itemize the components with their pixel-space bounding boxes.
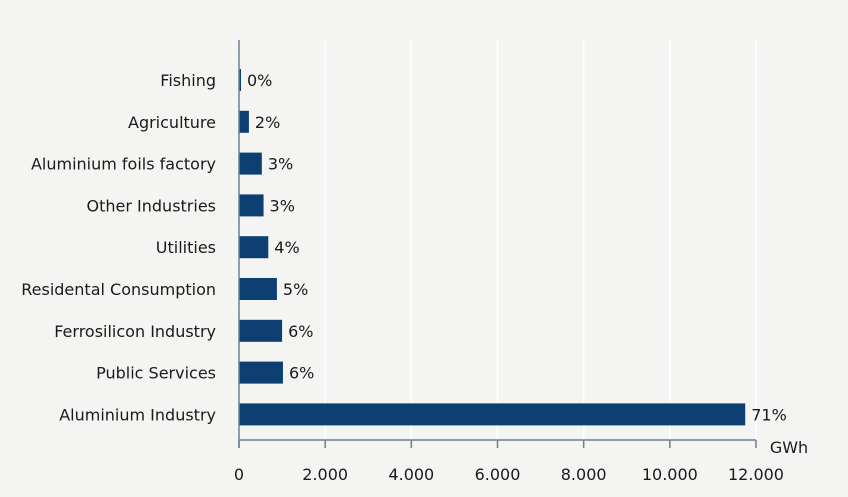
bar xyxy=(239,194,264,217)
x-tick-label: 8.000 xyxy=(561,465,607,484)
x-tick-label: 0 xyxy=(234,465,244,484)
category-label: Aluminium Industry xyxy=(59,405,216,424)
axis-layer: 0 2.000 4.000 6.000 8.000 10.000 12.000 xyxy=(234,40,784,484)
bar xyxy=(239,69,241,91)
x-tick-label: 12.000 xyxy=(728,465,784,484)
category-label: Public Services xyxy=(96,364,216,383)
data-label: 4% xyxy=(274,238,299,257)
category-label: Aluminium foils factory xyxy=(31,155,216,174)
bar xyxy=(239,403,746,426)
bar xyxy=(239,278,277,300)
bar xyxy=(239,319,283,342)
data-label: 71% xyxy=(751,405,787,424)
x-tick-label: 2.000 xyxy=(302,465,348,484)
bars-layer xyxy=(239,69,746,426)
category-label: Utilities xyxy=(156,238,216,257)
bar xyxy=(239,110,249,133)
x-tick-label: 4.000 xyxy=(388,465,434,484)
data-label: 0% xyxy=(247,71,272,90)
category-label: Residental Consumption xyxy=(21,280,216,299)
labels-layer: Fishing 0% Agriculture 2% Aluminium foils fa… xyxy=(21,71,787,424)
category-label: Ferrosilicon Industry xyxy=(54,322,216,341)
category-label: Fishing xyxy=(160,71,216,90)
x-tick-label: 10.000 xyxy=(642,465,698,484)
data-label: 6% xyxy=(288,322,313,341)
data-label: 6% xyxy=(289,364,314,383)
bar xyxy=(239,152,262,175)
x-axis-title: GWh xyxy=(770,438,808,457)
category-label: Agriculture xyxy=(128,113,216,132)
bar xyxy=(239,236,269,259)
x-tick-label: 6.000 xyxy=(475,465,521,484)
data-label: 2% xyxy=(255,113,280,132)
data-label: 3% xyxy=(270,196,295,215)
bar xyxy=(239,361,283,384)
data-label: 5% xyxy=(283,280,308,299)
data-label: 3% xyxy=(268,155,293,174)
category-label: Other Industries xyxy=(87,196,216,215)
grid-layer xyxy=(324,40,757,440)
